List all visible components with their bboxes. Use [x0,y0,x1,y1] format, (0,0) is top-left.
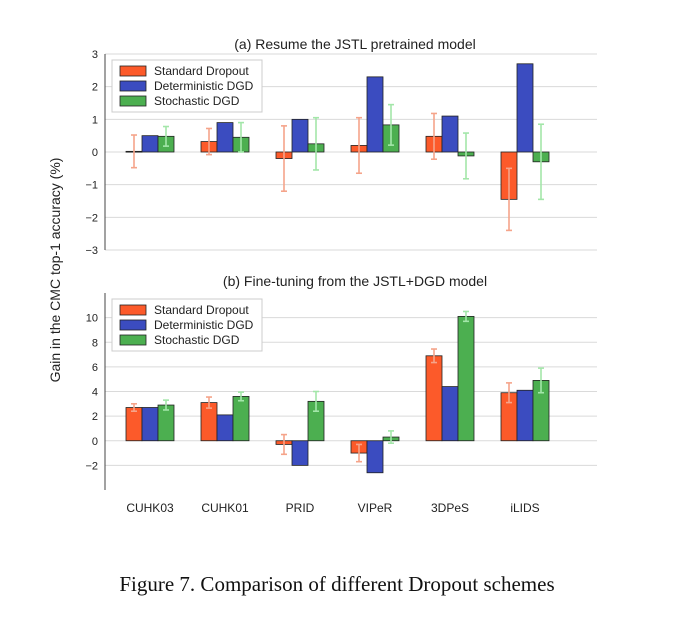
legend-swatch [119,319,147,331]
legend-swatch [119,334,147,346]
y-tick-label: −2 [85,460,98,472]
figure-caption: Figure 7. Comparison of different Dropou… [119,572,555,596]
y-tick-label: 2 [92,82,98,94]
x-tick-label: iLIDS [510,501,539,515]
y-tick-label: 10 [86,313,98,325]
bar-deterministic-dgd [441,386,459,442]
x-tick-label: CUHK01 [201,501,249,515]
y-tick-label: −1 [85,180,98,192]
chart-title: (b) Fine-tuning from the JSTL+DGD model [223,273,487,289]
y-tick-label: 0 [92,436,98,448]
legend-label: Standard Dropout [154,64,249,78]
legend-label: Stochastic DGD [154,333,240,347]
bar-deterministic-dgd [216,414,234,442]
bar-deterministic-dgd [291,440,309,466]
bar-deterministic-dgd [291,118,309,153]
y-tick-label: 2 [92,411,98,423]
bar-deterministic-dgd [516,63,534,153]
bar-stochastic-dgd [457,315,475,442]
bar-deterministic-dgd [366,76,384,153]
chart-panel-a: −3 −2 −1 0 1 2 3 (a) Resume the JSTL pretrained… [85,36,597,257]
x-tick-label: PRID [286,501,315,515]
chart-title: (a) Resume the JSTL pretrained model [234,36,475,52]
x-tick-label: VIPeR [358,501,393,515]
legend-swatch [119,80,147,92]
bar-deterministic-dgd [441,115,459,153]
bar-deterministic-dgd [366,440,384,474]
legend-label: Deterministic DGD [154,318,254,332]
y-tick-label: −3 [85,245,98,257]
legend-label: Deterministic DGD [154,79,254,93]
x-tick-label: 3DPeS [431,501,469,515]
y-tick-label: 6 [92,362,98,374]
bar-standard-dropout [425,355,443,442]
y-tick-label: 3 [92,49,98,61]
bar-deterministic-dgd [516,389,534,442]
shared-y-axis-label: Gain in the CMC top-1 accuracy (%) [47,158,63,383]
y-tick-label: 8 [92,337,98,349]
chart-panel-b: −2 0 2 4 6 8 10 (b) Fine-tuning from the JSTL+D… [85,273,597,515]
bar-standard-dropout [125,407,143,442]
legend-swatch [119,65,147,77]
y-tick-label: 4 [92,387,98,399]
bar-deterministic-dgd [141,135,159,153]
y-tick-label: 0 [92,147,98,159]
legend-swatch [119,95,147,107]
legend-label: Stochastic DGD [154,94,240,108]
bar-deterministic-dgd [216,122,234,153]
legend-swatch [119,304,147,316]
x-tick-label: CUHK03 [126,501,174,515]
y-tick-label: −2 [85,212,98,224]
y-tick-label: 1 [92,114,98,126]
bar-stochastic-dgd [232,396,250,442]
bar-deterministic-dgd [141,407,159,442]
legend-label: Standard Dropout [154,303,249,317]
